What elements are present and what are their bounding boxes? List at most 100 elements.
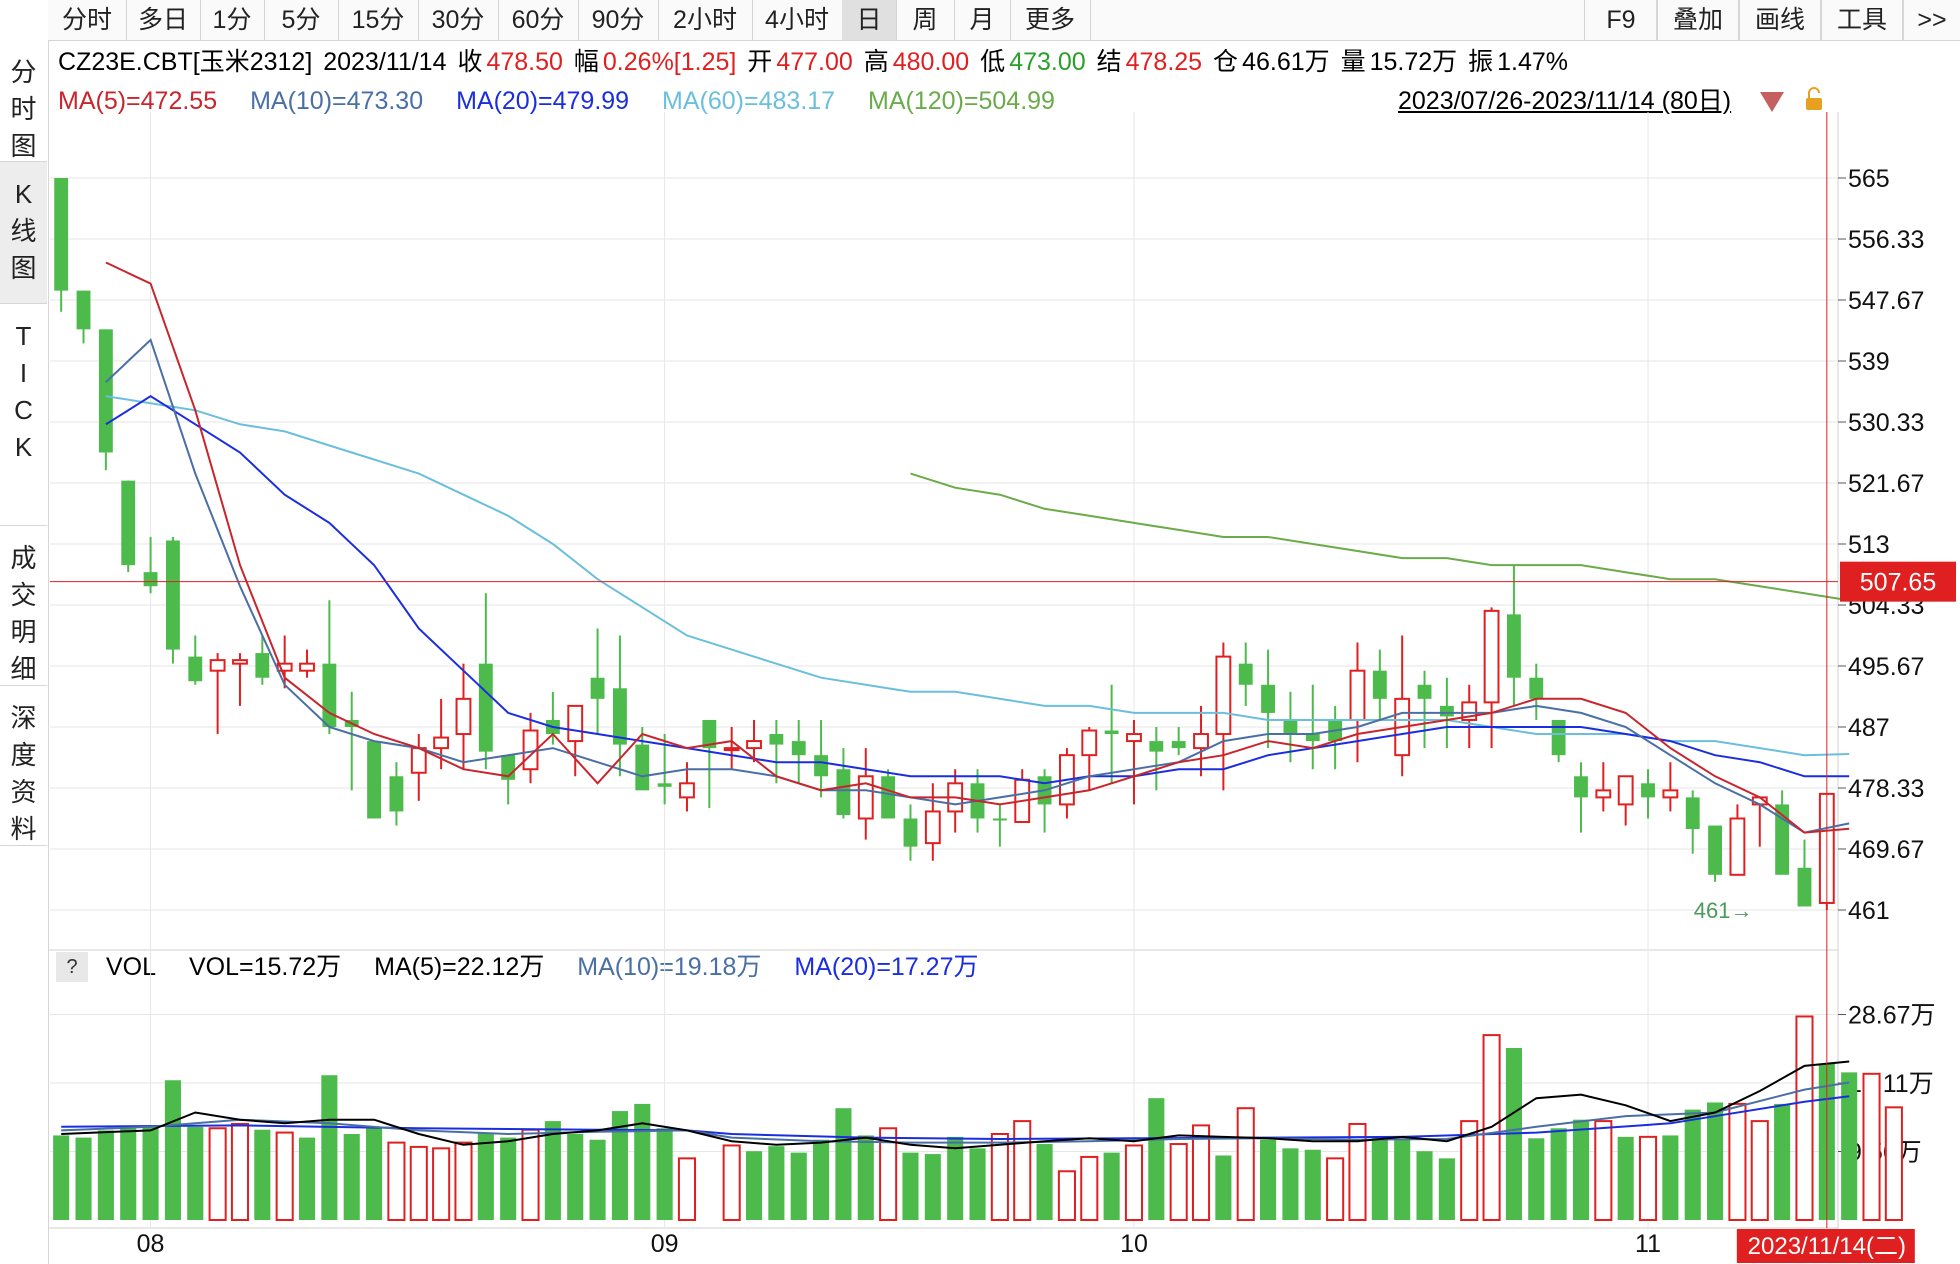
volume-bar <box>1326 1157 1345 1222</box>
vol-ma5-line <box>61 1060 1850 1150</box>
period-tab-12[interactable]: 月 <box>954 0 1011 40</box>
candle-body <box>98 329 113 453</box>
period-tab-6[interactable]: 60分 <box>498 0 579 40</box>
candle-body <box>1797 867 1812 907</box>
price-tick-label: 556.33 <box>1848 226 1924 254</box>
high-value: 480.00 <box>892 48 970 76</box>
candle-body <box>857 775 874 820</box>
candle-body <box>612 688 627 745</box>
sidebar-tab-4[interactable]: 深度资料 <box>0 686 47 846</box>
candle-body <box>881 776 896 819</box>
lock-icon[interactable] <box>1806 98 1822 110</box>
volume-bar <box>366 1126 383 1220</box>
volume-bar <box>500 1137 517 1220</box>
volume-bar <box>75 1137 92 1220</box>
volume-bar <box>1191 1124 1211 1222</box>
volume-bar <box>454 1141 473 1221</box>
volume-bar <box>1013 1120 1032 1221</box>
period-tab-0[interactable]: 分时 <box>48 0 127 40</box>
close-value: 478.50 <box>486 48 563 76</box>
tool-button-1[interactable]: 叠加 <box>1656 0 1740 40</box>
period-tab-5[interactable]: 30分 <box>418 0 499 40</box>
candle-body <box>1081 729 1098 757</box>
volume-tick-label: 28.67万 <box>1848 1002 1936 1030</box>
period-tab-10[interactable]: 日 <box>842 0 897 40</box>
candle-body <box>1193 733 1209 750</box>
period-tab-1[interactable]: 多日 <box>126 0 201 40</box>
volume-bar <box>1282 1148 1299 1220</box>
candle-body <box>1483 609 1500 704</box>
volume-bar <box>1304 1149 1321 1220</box>
candle-body <box>188 656 203 682</box>
crosshair-date-box <box>1736 1229 1915 1263</box>
oi-label: 仓 <box>1213 48 1239 76</box>
tool-button-0[interactable]: F9 <box>1584 0 1658 40</box>
dropdown-arrow-icon[interactable] <box>1760 92 1784 112</box>
volume-bar <box>1684 1109 1701 1220</box>
volume-bar <box>1080 1155 1099 1222</box>
help-button[interactable]: ? <box>56 952 88 982</box>
volume-bar <box>1841 1072 1858 1220</box>
open-value: 477.00 <box>776 48 853 76</box>
volume-bar <box>544 1121 561 1220</box>
period-tab-4[interactable]: 15分 <box>338 0 419 40</box>
date-range-label[interactable]: 2023/07/26-2023/11/14 (80日) <box>1398 87 1732 115</box>
period-tab-13[interactable]: 更多 <box>1010 0 1091 40</box>
vol-name: VOL <box>106 953 157 981</box>
lock-shackle-icon <box>1808 87 1820 98</box>
volume-bar <box>1148 1098 1165 1220</box>
candle-body <box>1708 825 1723 875</box>
candle-body <box>1215 655 1232 736</box>
price-tick-label: 469.67 <box>1848 836 1924 864</box>
ma5-legend: MA(5)=472.55 <box>58 87 218 115</box>
low-value: 473.00 <box>1009 48 1086 76</box>
candle-body <box>679 782 695 799</box>
sidebar-tab-3[interactable]: 成交明细 <box>0 526 47 686</box>
vol-ma5-legend: MA(5)=22.12万 <box>374 953 545 981</box>
volume-bar <box>1750 1120 1769 1221</box>
vol-ma20-legend: MA(20)=17.27万 <box>794 953 979 981</box>
oi-value: 46.61万 <box>1242 48 1330 76</box>
period-tab-11[interactable]: 周 <box>896 0 955 40</box>
tool-button-4[interactable]: >> <box>1902 0 1960 40</box>
volume-bar <box>275 1131 294 1221</box>
candle-body <box>1149 741 1164 752</box>
date-label: 2023/11/14 <box>323 48 447 76</box>
period-tab-7[interactable]: 90分 <box>578 0 659 40</box>
low-price-marker: 461→ <box>1694 898 1753 923</box>
period-tab-2[interactable]: 1分 <box>200 0 265 40</box>
volume-bar <box>969 1148 986 1220</box>
candle-body <box>1238 663 1253 685</box>
volume-bar <box>142 1126 159 1220</box>
candle-body <box>1126 733 1142 743</box>
volume-bar <box>97 1130 114 1220</box>
candle-body <box>769 734 784 745</box>
candle-body <box>1551 719 1566 756</box>
high-label: 高 <box>863 48 889 76</box>
price-tick-label: 521.67 <box>1848 470 1924 498</box>
volume-tick-label: 19.11万 <box>1848 1070 1934 1098</box>
volume-bar <box>387 1141 406 1221</box>
candle-body <box>1662 789 1679 799</box>
period-tab-8[interactable]: 2小时 <box>658 0 753 40</box>
price-tick-label: 565 <box>1848 165 1890 193</box>
volume-bar <box>1460 1120 1479 1221</box>
vol-ma10-line <box>61 1081 1850 1144</box>
tool-button-3[interactable]: 工具 <box>1820 0 1904 40</box>
volume-bar <box>1215 1155 1232 1220</box>
volume-bar <box>120 1128 137 1220</box>
volume-bar <box>1795 1015 1814 1222</box>
vol-value: 15.72万 <box>1369 48 1458 76</box>
open-label: 开 <box>747 48 773 76</box>
period-tab-3[interactable]: 5分 <box>264 0 339 40</box>
ma60-legend: MA(60)=483.17 <box>662 87 836 115</box>
sidebar-tab-0[interactable]: 分时图 <box>0 40 47 162</box>
amp-label: 振 <box>1468 48 1494 76</box>
tool-button-2[interactable]: 画线 <box>1738 0 1822 40</box>
candle-body <box>1506 614 1521 678</box>
price-tick-label: 478.33 <box>1848 775 1924 803</box>
volume-bar <box>521 1128 540 1221</box>
